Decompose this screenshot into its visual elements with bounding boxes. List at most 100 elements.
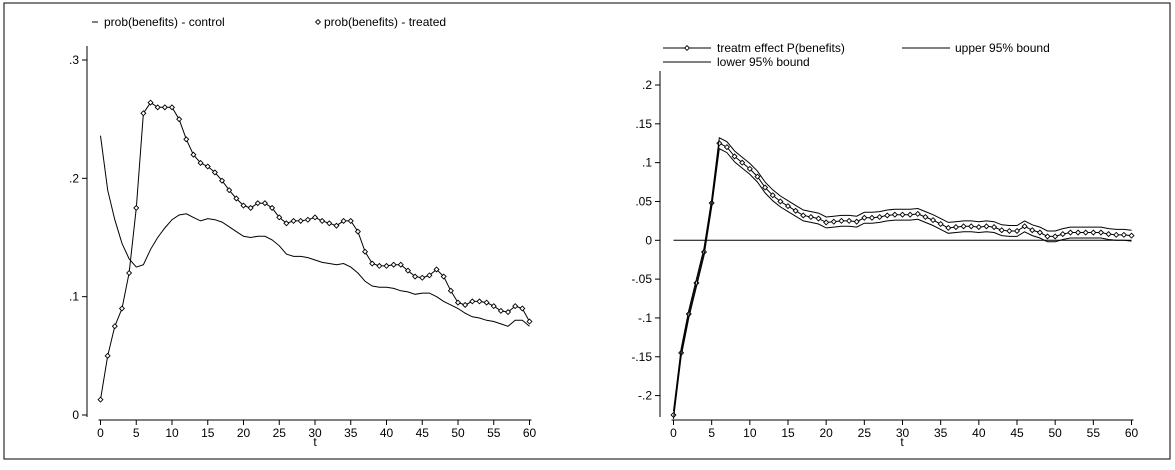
data-point-marker <box>731 153 738 160</box>
x-tick-label: 15 <box>201 426 215 440</box>
data-point-marker <box>383 262 390 269</box>
data-point-marker <box>968 223 975 230</box>
data-point-marker <box>190 151 197 158</box>
data-point-marker <box>147 99 154 106</box>
x-tick-label: 25 <box>273 426 287 440</box>
legend-marker <box>314 18 322 26</box>
data-point-marker <box>133 204 140 211</box>
data-point-marker <box>447 287 454 294</box>
data-point-marker <box>247 204 254 211</box>
data-point-marker <box>853 218 860 225</box>
data-point-marker <box>505 309 512 316</box>
data-point-marker <box>433 266 440 273</box>
x-tick-label: 60 <box>1125 426 1139 440</box>
x-tick-label: 55 <box>487 426 501 440</box>
data-point-marker <box>111 323 118 330</box>
x-tick-label: 60 <box>523 426 537 440</box>
x-tick-label: 10 <box>165 426 179 440</box>
data-point-marker <box>914 210 921 217</box>
data-point-marker <box>945 224 952 231</box>
data-point-marker <box>1029 227 1036 234</box>
data-point-marker <box>1105 231 1112 238</box>
x-tick-label: 20 <box>237 426 251 440</box>
data-point-marker <box>161 104 168 111</box>
data-point-marker <box>311 214 319 221</box>
data-point-marker <box>118 305 125 312</box>
data-point-marker <box>104 352 111 359</box>
data-point-marker <box>975 224 982 231</box>
y-tick-label: -.05 <box>631 272 652 286</box>
data-point-marker <box>807 213 814 221</box>
data-point-marker <box>769 192 776 199</box>
x-tick-label: 50 <box>451 426 465 440</box>
data-point-marker <box>792 207 799 214</box>
left-chart-panel: 0 .1 .2 .3 0 5 10 15 20 25 30 35 40 45 50 55 60 prob(bene… <box>69 15 537 449</box>
data-point-marker <box>362 248 369 255</box>
data-point-marker <box>1113 231 1120 238</box>
y-tick-label: 0 <box>72 408 79 422</box>
data-point-marker <box>1120 231 1127 238</box>
x-tick-label: 35 <box>934 426 948 440</box>
data-point-marker <box>476 298 483 305</box>
data-point-marker <box>469 298 476 305</box>
data-point-marker <box>861 214 868 221</box>
data-point-marker <box>397 261 404 268</box>
data-point-marker <box>440 273 447 280</box>
data-point-marker <box>998 227 1005 234</box>
data-point-marker <box>983 223 990 230</box>
series-line <box>673 147 1132 419</box>
data-point-marker <box>376 262 383 269</box>
data-point-marker <box>261 200 268 207</box>
data-point-marker <box>197 159 204 166</box>
data-point-marker <box>800 212 807 219</box>
data-point-marker <box>1013 227 1021 235</box>
data-point-marker <box>1082 229 1089 236</box>
data-point-marker <box>1090 229 1097 236</box>
data-point-marker <box>269 204 276 211</box>
data-point-marker <box>526 318 533 325</box>
data-point-marker <box>404 267 411 274</box>
x-tick-label: 45 <box>416 426 430 440</box>
data-point-marker <box>929 217 937 224</box>
data-point-marker <box>937 220 944 228</box>
data-point-marker <box>868 214 876 221</box>
legend-label: treatm effect P(benefits) <box>717 41 845 55</box>
data-point-marker <box>233 195 240 202</box>
data-point-marker <box>1075 229 1082 236</box>
x-tick-label: 10 <box>743 426 757 440</box>
data-point-marker <box>483 299 490 306</box>
x-tick-label: 20 <box>819 426 833 440</box>
data-point-marker <box>490 303 497 310</box>
data-point-marker <box>126 269 133 277</box>
data-point-marker <box>426 272 433 279</box>
x-tick-label: 40 <box>380 426 394 440</box>
y-tick-label: .05 <box>635 194 652 208</box>
right-x-axis-title: t <box>900 435 904 449</box>
x-tick-label: 15 <box>781 426 795 440</box>
series-line <box>673 137 1132 412</box>
data-point-marker <box>183 136 190 143</box>
legend-label: prob(benefits) - control <box>104 15 225 29</box>
x-tick-label: 40 <box>972 426 986 440</box>
data-point-marker <box>276 214 283 221</box>
data-point-marker <box>462 301 469 308</box>
data-point-marker <box>226 187 233 194</box>
x-tick-label: 5 <box>708 426 715 440</box>
left-x-axis-title: t <box>313 435 317 449</box>
data-point-marker <box>762 184 769 191</box>
data-point-marker <box>97 396 104 403</box>
x-tick-label: 25 <box>858 426 872 440</box>
data-point-marker <box>519 305 526 312</box>
data-point-marker <box>1036 229 1043 236</box>
data-point-marker <box>746 165 753 172</box>
left-plot-area: 0 .1 .2 .3 0 5 10 15 20 25 30 35 40 45 50 55 60 prob(bene… <box>69 15 537 440</box>
data-point-marker <box>739 159 746 166</box>
data-point-marker <box>390 261 397 268</box>
data-point-marker <box>283 220 290 227</box>
data-point-marker <box>830 218 837 225</box>
data-point-marker <box>846 217 853 224</box>
data-point-marker <box>297 217 304 224</box>
legend-label: prob(benefits) - treated <box>324 15 446 29</box>
data-point-marker <box>922 213 929 221</box>
